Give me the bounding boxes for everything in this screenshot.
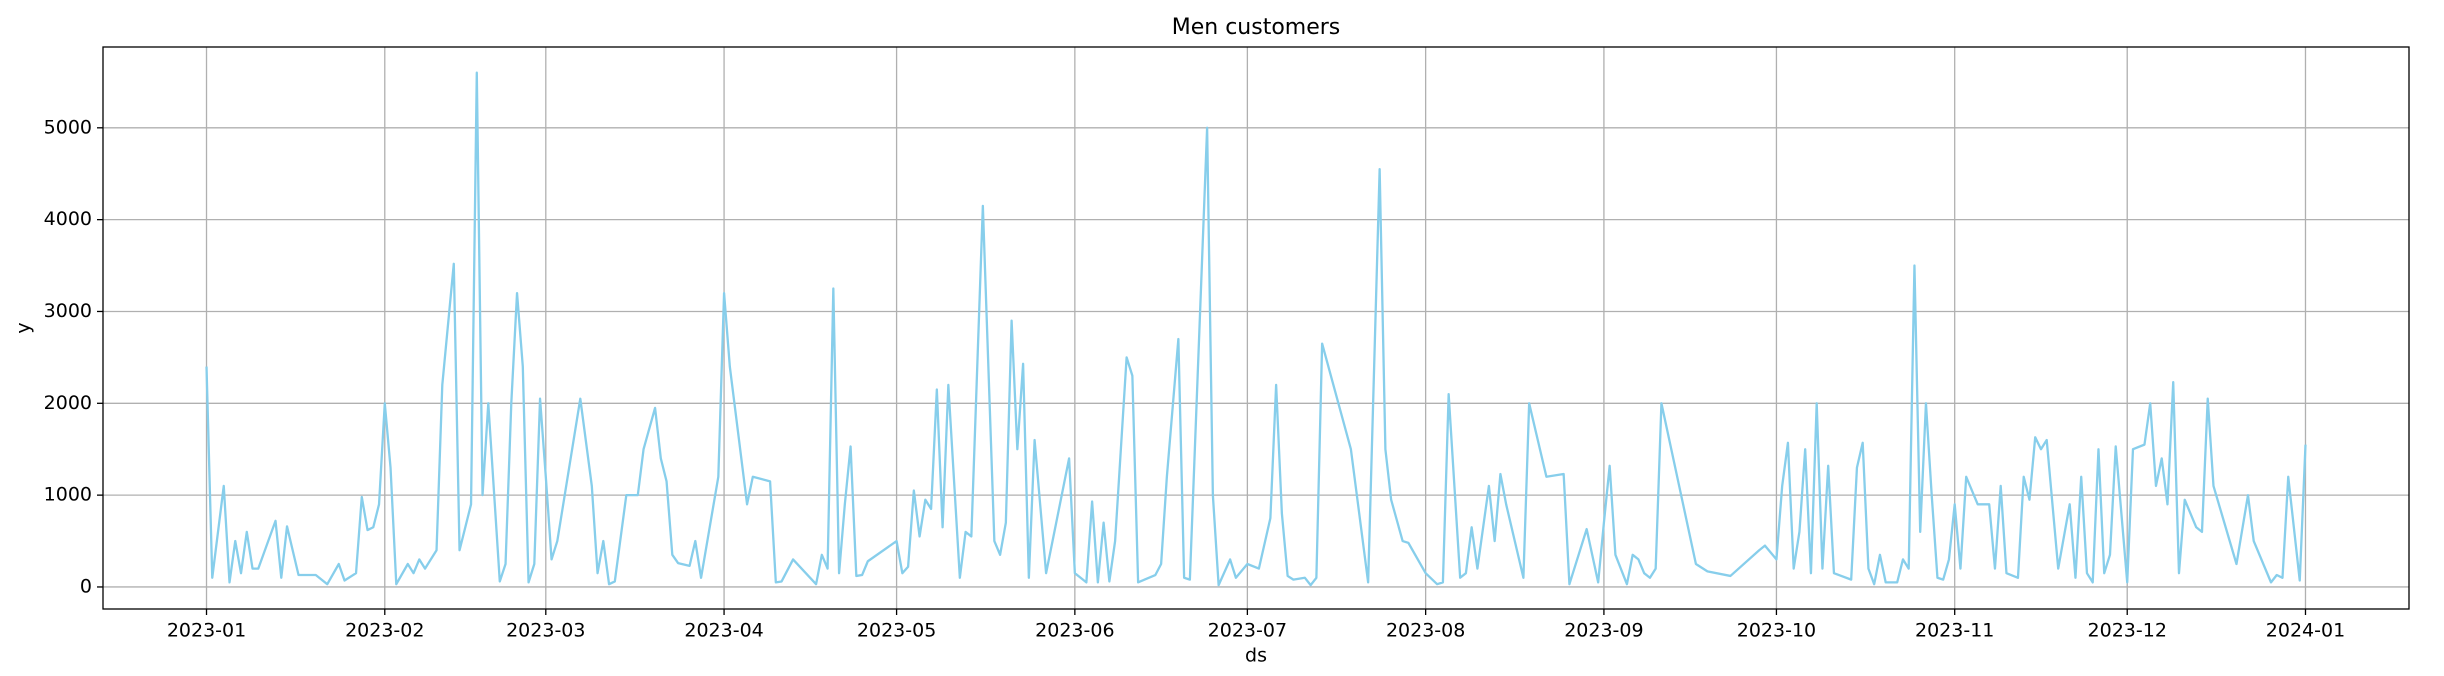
y-tick-label: 1000 <box>44 484 92 506</box>
x-tick-label: 2023-05 <box>857 620 936 642</box>
x-tick-label: 2024-01 <box>2266 620 2345 642</box>
chart-title: Men customers <box>1172 15 1341 40</box>
data-line <box>205 71 2307 587</box>
x-axis-label: ds <box>1245 645 1267 667</box>
x-tick-label: 2023-08 <box>1386 620 1465 642</box>
y-axis-label: y <box>13 322 35 333</box>
y-tick-label: 3000 <box>44 300 92 322</box>
x-tick-label: 2023-10 <box>1737 620 1816 642</box>
x-tick-label: 2023-09 <box>1564 620 1643 642</box>
plot-frame <box>102 46 2410 610</box>
x-tick-label: 2023-01 <box>167 620 246 642</box>
y-tick-label: 4000 <box>44 208 92 230</box>
x-tick-label: 2023-07 <box>1208 620 1287 642</box>
y-tick-label: 2000 <box>44 392 92 414</box>
x-tick-label: 2023-12 <box>2088 620 2167 642</box>
x-tick-label: 2023-02 <box>345 620 424 642</box>
y-tick-label: 0 <box>80 575 92 597</box>
y-tick-label: 5000 <box>44 116 92 138</box>
x-tick-label: 2023-11 <box>1915 620 1994 642</box>
x-tick-label: 2023-06 <box>1035 620 1114 642</box>
x-tick-label: 2023-04 <box>684 620 763 642</box>
x-tick-label: 2023-03 <box>506 620 585 642</box>
